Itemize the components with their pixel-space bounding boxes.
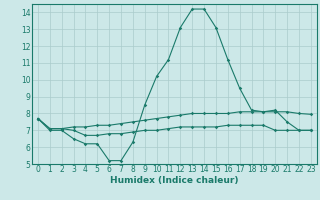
X-axis label: Humidex (Indice chaleur): Humidex (Indice chaleur)	[110, 176, 239, 185]
